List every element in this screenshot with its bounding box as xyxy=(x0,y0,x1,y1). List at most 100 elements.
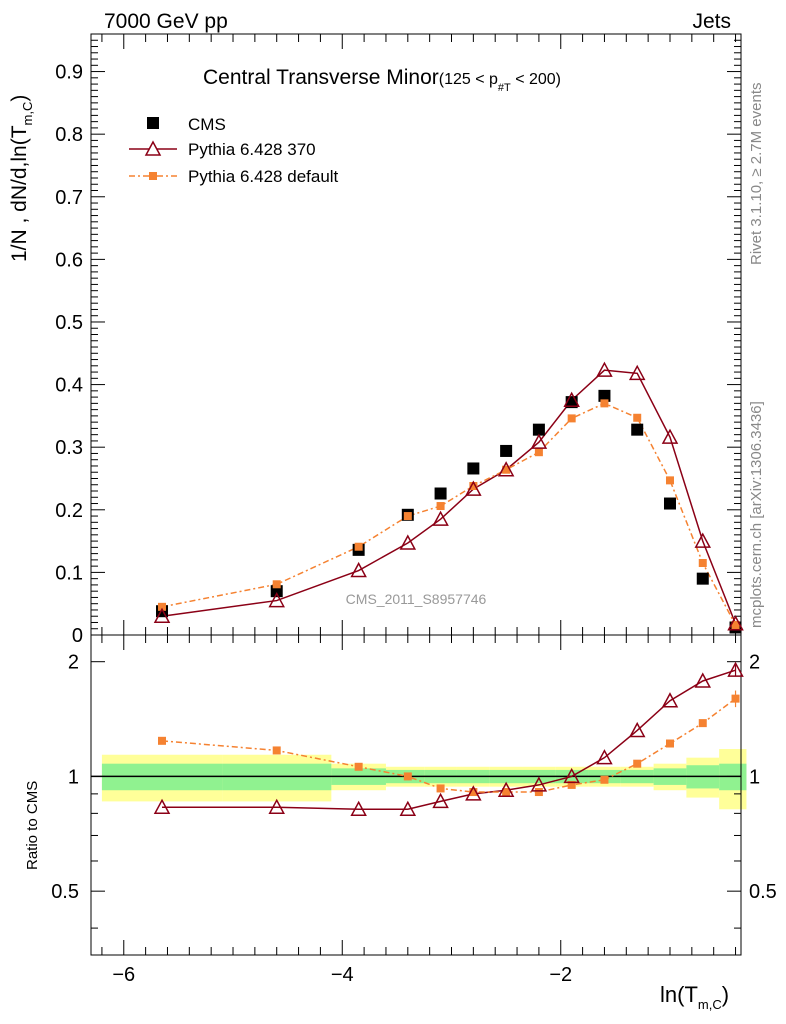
pythia-default-point xyxy=(403,512,412,521)
main-y-tick-label: 0.8 xyxy=(55,124,83,146)
ratio-y-axis-label: Ratio to CMS xyxy=(24,781,41,870)
chart-title-range: (125 < p xyxy=(439,71,498,88)
mcplots-reference-label: mcplots.cern.ch [arXiv:1306.3436] xyxy=(748,401,765,628)
ratio-panel: 0.5 0.5 1 1 2 2 −6 −4 −2 Ratio to CMS ln(Tm,C) xyxy=(24,634,777,1012)
ratio-y-tick-label-right: 2 xyxy=(749,652,760,674)
main-series-layer xyxy=(153,361,744,634)
main-y-axis-label-end: ) xyxy=(8,95,31,102)
pythia-default-point xyxy=(665,476,674,485)
ratio-y-tick-label: 0.5 xyxy=(51,881,79,903)
ratio-y-tick-label: 2 xyxy=(68,652,79,674)
ratio-point-pythia-370 xyxy=(563,767,580,784)
x-tick-label: −4 xyxy=(331,964,354,986)
chart-title-subscript: #T xyxy=(498,82,511,94)
pythia-370-point xyxy=(399,534,417,550)
main-y-tick-label: 0.4 xyxy=(55,375,83,397)
pythia-default-point xyxy=(502,465,511,474)
pythia-default-point xyxy=(158,602,167,611)
ratio-point-pythia-default xyxy=(502,788,511,797)
ratio-point-pythia-370 xyxy=(350,800,367,817)
main-y-axis-label-subscript: m,C xyxy=(20,102,35,126)
pythia-370-point xyxy=(497,461,515,477)
legend-label-pythia-370: Pythia 6.428 370 xyxy=(188,140,316,159)
pythia-default-point xyxy=(469,482,478,491)
pythia-370-point xyxy=(727,615,744,631)
ratio-point-pythia-370 xyxy=(465,785,482,801)
ratio-point-pythia-default xyxy=(665,739,674,748)
analysis-id-watermark: CMS_2011_S8957746 xyxy=(346,591,487,607)
pythia-370-point xyxy=(465,480,482,496)
ratio-point-pythia-default xyxy=(469,788,478,797)
ratio-point-pythia-default xyxy=(534,788,543,797)
ratio-axes: 0.5 0.5 1 1 2 2 −6 −4 −2 xyxy=(51,635,777,986)
ratio-point-pythia-default xyxy=(633,759,642,768)
pythia-370-point xyxy=(628,364,646,381)
pythia-default-point xyxy=(354,542,363,551)
x-tick-label: −2 xyxy=(549,964,572,986)
pythia-default-point xyxy=(272,580,281,589)
main-y-tick-label: 0.2 xyxy=(55,500,83,522)
pythia-default-point xyxy=(534,448,543,457)
legend-marker-pythia-370 xyxy=(144,140,162,156)
pythia-370-point xyxy=(268,591,285,608)
cms-data-point xyxy=(500,444,513,457)
series-line-pythia-370 xyxy=(161,369,737,625)
ratio-point-pythia-370 xyxy=(661,692,679,708)
ratio-point-pythia-370 xyxy=(727,661,744,677)
ratio-point-pythia-370 xyxy=(399,800,417,817)
pythia-370-point xyxy=(530,433,548,449)
legend: CMS Pythia 6.428 370 Pythia 6.428 defaul… xyxy=(129,115,339,186)
ratio-point-pythia-default xyxy=(436,784,445,793)
legend-marker-pythia-default xyxy=(149,172,157,180)
cms-data-point xyxy=(532,423,545,436)
main-axes: 0 0.1 0.2 0.3 0.4 0.5 0.6 0.7 0.8 0.9 xyxy=(55,34,741,647)
cms-data-point xyxy=(467,462,480,475)
legend-marker-cms xyxy=(147,117,159,129)
main-y-tick-label: 0 xyxy=(72,625,83,647)
pythia-370-point xyxy=(153,607,171,623)
legend-label-pythia-default: Pythia 6.428 default xyxy=(188,167,339,186)
pythia-370-point xyxy=(350,561,367,578)
ratio-point-pythia-370 xyxy=(628,721,646,738)
x-axis-label-end: ) xyxy=(722,982,729,1007)
ratio-point-pythia-default xyxy=(158,736,167,745)
chart-title-range-end: < 200) xyxy=(511,71,561,88)
main-y-tick-label: 0.5 xyxy=(55,312,83,334)
x-axis-label-subscript: m,C xyxy=(698,997,722,1012)
main-y-tick-label: 0.3 xyxy=(55,437,83,459)
rivet-version-label: Rivet 3.1.10, ≥ 2.7M events xyxy=(748,83,765,266)
pythia-default-point xyxy=(698,559,707,568)
cms-data-point xyxy=(434,487,447,500)
main-y-axis-label-text: 1/N , dN/d,ln(T xyxy=(8,125,31,262)
main-panel: 0 0.1 0.2 0.3 0.4 0.5 0.6 0.7 0.8 0.9 Central Tra… xyxy=(8,33,744,647)
ratio-point-pythia-default xyxy=(698,719,707,728)
legend-label-cms: CMS xyxy=(188,115,226,134)
ratio-point-pythia-default xyxy=(403,772,412,781)
x-axis-label: ln(Tm,C) xyxy=(660,982,729,1012)
ratio-point-pythia-default xyxy=(354,762,363,771)
ratio-y-tick-label-right: 1 xyxy=(749,766,760,788)
ratio-point-pythia-370 xyxy=(432,792,449,809)
pythia-default-point xyxy=(731,620,740,629)
ratio-uncertainty-band xyxy=(91,749,747,810)
ratio-series-layer xyxy=(153,661,744,817)
pythia-default-point xyxy=(600,399,609,408)
ratio-point-pythia-default xyxy=(600,775,609,784)
ratio-line-pythia-default xyxy=(161,698,736,793)
pythia-default-point xyxy=(436,502,445,511)
ratio-point-pythia-default xyxy=(567,780,576,789)
ratio-point-pythia-default xyxy=(272,746,281,755)
x-axis-label-text: ln(T xyxy=(660,982,698,1007)
main-y-tick-label: 0.6 xyxy=(55,249,83,271)
ratio-line-pythia-370 xyxy=(162,669,736,811)
ratio-point-pythia-370 xyxy=(530,776,548,792)
x-tick-label: −6 xyxy=(112,964,135,986)
header-process-label: Jets xyxy=(692,10,731,33)
ratio-point-pythia-370 xyxy=(268,798,285,815)
cms-data-point xyxy=(631,423,644,436)
ratio-panel-frame xyxy=(90,634,742,956)
pythia-370-point xyxy=(563,391,580,407)
ratio-point-pythia-370 xyxy=(153,798,171,815)
pythia-370-point xyxy=(694,532,712,548)
